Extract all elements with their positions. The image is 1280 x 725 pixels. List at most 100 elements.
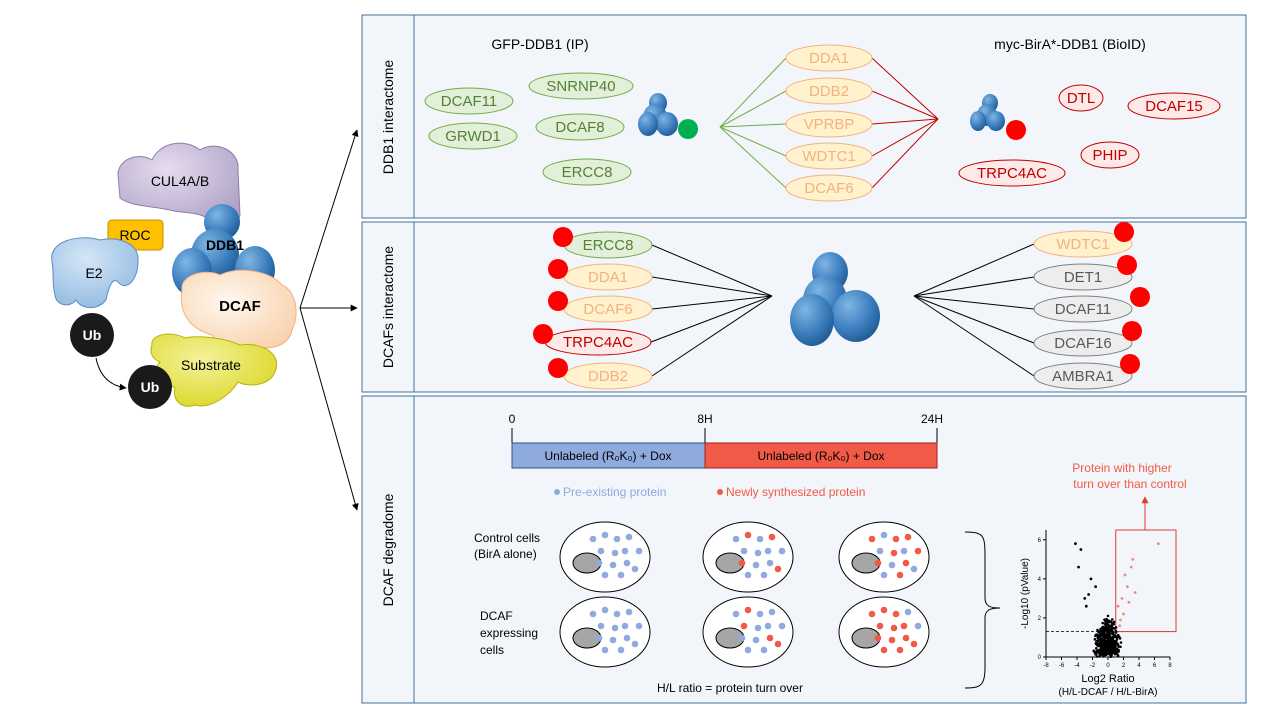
protein-dcaf11: DCAF11	[424, 87, 514, 115]
protein-snrnp40: SNRNP40	[528, 72, 634, 100]
pre-protein-dot	[778, 622, 786, 630]
left-link-line	[651, 295, 773, 310]
volcano-point	[1096, 640, 1100, 643]
light-bar-text: Unlabeled (R₀K₀) + Dox	[544, 449, 671, 463]
pre-protein-dot	[900, 547, 908, 555]
new-protein-dot	[914, 547, 922, 555]
protein-oval	[1058, 84, 1104, 112]
protein-label: DCAF16	[1054, 335, 1112, 352]
pre-protein-dot	[740, 547, 748, 555]
volcano-point	[1096, 628, 1099, 632]
legend-new-dot	[717, 489, 723, 495]
new-protein-dot	[890, 624, 898, 632]
pre-protein-dot	[756, 535, 764, 543]
protein-oval	[785, 44, 873, 72]
volcano-point	[1116, 633, 1120, 637]
biotin-dot	[548, 259, 568, 279]
pre-protein-dot	[613, 610, 621, 618]
left-link-line	[651, 244, 773, 297]
biotin-dot	[1114, 222, 1134, 242]
volcano-hit-point	[1133, 591, 1137, 594]
volcano-point	[1110, 626, 1114, 629]
light-label-bar	[511, 442, 706, 469]
y-tick-label: 6	[1038, 538, 1042, 544]
bioid-ddb1-icon	[970, 94, 1026, 140]
bioid-link-line	[871, 118, 939, 189]
pre-protein-dot	[597, 547, 605, 555]
pre-protein-dot	[617, 571, 625, 579]
pre-protein-dot	[778, 547, 786, 555]
ip-link-line	[719, 126, 787, 157]
volcano-point	[1105, 617, 1108, 621]
volcano-point	[1077, 565, 1080, 569]
volcano-point	[1106, 614, 1110, 618]
pre-protein-dot	[764, 622, 772, 630]
volcano-point	[1109, 631, 1112, 634]
volcano-point	[1107, 639, 1110, 642]
pre-protein-dot	[732, 610, 740, 618]
ip-title: GFP-DDB1 (IP)	[491, 36, 588, 52]
bioid-link-line	[871, 90, 939, 120]
volcano-x-label: Log2 Ratio	[1081, 673, 1134, 685]
new-protein-dot	[768, 533, 776, 541]
new-protein-dot	[868, 610, 876, 618]
new-protein-dot	[904, 533, 912, 541]
ub-label-2: Ub	[141, 379, 160, 395]
volcano-point	[1107, 646, 1111, 650]
ip-link-line	[719, 57, 787, 128]
protein-label: TRPC4AC	[563, 334, 633, 351]
protein-label: VPRBP	[804, 116, 855, 133]
y-tick-label: 0	[1038, 655, 1042, 661]
ip-link-line	[719, 90, 787, 128]
ddb1-label: DDB1	[206, 237, 244, 253]
protein-vprbp: VPRBP	[785, 110, 873, 138]
cell	[702, 596, 794, 668]
crl4-complex: CUL4A/B ROC E2 DDB1 DCAF Substrate Ub Ub	[51, 142, 297, 409]
volcano-point	[1094, 633, 1098, 637]
protein-ercc8: ERCC8	[563, 231, 653, 259]
pre-protein-dot	[744, 646, 752, 654]
x-tick-label: -4	[1074, 663, 1080, 669]
volcano-point	[1103, 648, 1106, 652]
left-link-line	[651, 295, 773, 377]
cul4-shape	[117, 142, 241, 231]
pre-protein-dot	[756, 610, 764, 618]
biotin-dot	[533, 324, 553, 344]
pre-protein-dot	[625, 533, 633, 541]
pre-protein-dot	[760, 646, 768, 654]
protein-oval	[528, 72, 634, 100]
volcano-point	[1114, 629, 1118, 633]
pre-protein-dot	[910, 565, 918, 573]
cell	[559, 521, 651, 593]
pre-protein-dot	[635, 622, 643, 630]
volcano-point	[1108, 652, 1111, 655]
protein-oval	[542, 158, 632, 186]
volcano-point	[1107, 644, 1111, 647]
volcano-hit-point	[1119, 618, 1122, 622]
volcano-point	[1096, 644, 1100, 647]
volcano-point	[1108, 635, 1112, 639]
new-protein-dot	[874, 634, 882, 642]
volcano-point	[1101, 653, 1105, 656]
central-ddb1-icon	[790, 252, 880, 346]
volcano-point	[1094, 642, 1098, 646]
pre-protein-dot	[625, 608, 633, 616]
pre-protein-dot	[611, 549, 619, 557]
pre-protein-dot	[623, 634, 631, 642]
new-protein-dot	[892, 535, 900, 543]
new-protein-dot	[896, 571, 904, 579]
volcano-point	[1103, 638, 1106, 642]
right-link-line	[913, 295, 1035, 377]
protein-det1: DET1	[1033, 263, 1133, 291]
row1-label-2: (BirA alone)	[474, 547, 537, 561]
volcano-point	[1096, 635, 1100, 638]
bioid-title: myc-BirA*-DDB1 (BioID)	[994, 36, 1146, 52]
ip-ddb1-icon	[638, 93, 698, 139]
panel1-interactome: GFP-DDB1 (IP) myc-BirA*-DDB1 (BioID) DCA…	[424, 36, 1221, 202]
volcano-hit-point	[1125, 585, 1129, 589]
new-protein-dot	[738, 559, 746, 567]
new-protein-dot	[896, 646, 904, 654]
protein-label: DTL	[1067, 90, 1095, 107]
volcano-point	[1109, 648, 1113, 652]
protein-label: WDTC1	[802, 148, 855, 165]
